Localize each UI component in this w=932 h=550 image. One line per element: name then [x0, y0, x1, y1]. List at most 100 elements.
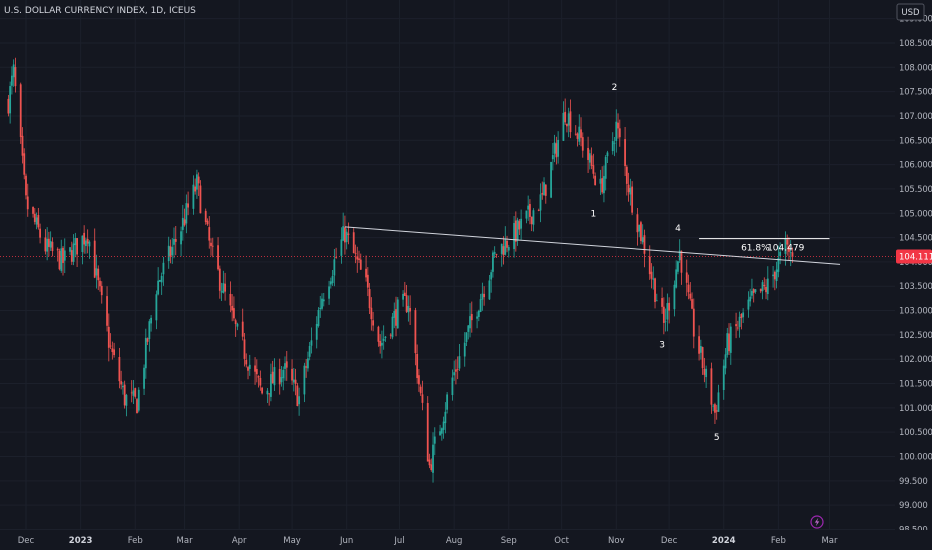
candle [527, 195, 530, 221]
time-axis[interactable]: Dec 2023 Feb Mar Apr May Jun Jul Aug Sep Oct Nov Dec… [0, 530, 932, 550]
wave-label: 3 [659, 341, 665, 351]
candle [581, 132, 584, 158]
candle [580, 117, 582, 147]
candle [537, 208, 540, 212]
candle [100, 281, 103, 304]
candle [95, 254, 98, 289]
candle [666, 293, 669, 332]
candle [23, 148, 26, 180]
candle [453, 360, 456, 381]
y-tick-label: 100.000 [899, 453, 932, 463]
candle [433, 427, 436, 456]
candle [446, 392, 449, 414]
candle [321, 293, 323, 311]
candle [618, 119, 621, 147]
candle [60, 239, 63, 273]
candle [294, 368, 297, 396]
x-tick-label: Dec [18, 536, 35, 546]
y-tick-label: 101.500 [899, 380, 932, 390]
candle [120, 370, 123, 390]
candle [173, 227, 175, 259]
wave-label: 2 [612, 83, 618, 93]
trendline[interactable] [344, 226, 841, 265]
candle [590, 147, 593, 170]
candle [298, 387, 301, 416]
candle [196, 169, 198, 199]
candle [541, 181, 544, 200]
candle [255, 359, 258, 383]
candle [344, 215, 346, 255]
candle [322, 293, 325, 307]
candle [370, 297, 373, 331]
candle [567, 107, 570, 138]
candle [638, 224, 641, 238]
candle [416, 344, 419, 384]
x-tick-label: Sep [501, 536, 517, 546]
candle [789, 240, 792, 267]
currency-button[interactable]: USD [896, 3, 925, 21]
candle [775, 261, 778, 289]
candle [7, 94, 10, 117]
candle [159, 279, 161, 282]
candle [405, 285, 408, 314]
candle [490, 269, 493, 293]
candle [11, 66, 13, 95]
x-tick-label: Mar [821, 536, 838, 546]
candle [516, 217, 519, 246]
candle [675, 260, 678, 289]
candle [257, 375, 260, 388]
candle [574, 125, 577, 136]
candle [137, 387, 140, 413]
candle [180, 226, 182, 257]
price-axis[interactable]: 98.50099.00099.500100.000100.500101.0001… [895, 0, 932, 550]
candle [162, 256, 165, 286]
candle [181, 204, 184, 241]
candle [477, 309, 480, 322]
candle [601, 166, 604, 195]
candle [451, 369, 454, 401]
candle [664, 308, 667, 332]
candle [532, 208, 535, 232]
candle [26, 183, 29, 217]
y-tick-label: 108.500 [899, 39, 932, 49]
lightning-icon[interactable] [810, 515, 824, 529]
candle [86, 229, 89, 254]
candle [615, 109, 618, 153]
candle [310, 327, 313, 354]
candle [241, 308, 244, 341]
candle [174, 225, 177, 256]
candle [652, 266, 655, 290]
candle [282, 366, 285, 391]
candle [285, 350, 288, 381]
candle [703, 357, 706, 383]
candle [439, 424, 441, 436]
candle [218, 265, 221, 299]
candle [25, 173, 27, 200]
wave-label: 1 [590, 209, 596, 219]
candle [356, 246, 359, 273]
candle [9, 81, 12, 124]
x-tick-label: Oct [554, 536, 569, 546]
candle [562, 101, 565, 142]
wave-label: 4 [675, 224, 681, 234]
candle [231, 294, 234, 322]
candle [83, 225, 86, 254]
x-tick-label: Mar [177, 536, 194, 546]
candle [514, 211, 517, 252]
candle [368, 283, 371, 315]
x-tick-label: Feb [771, 536, 786, 546]
candle [430, 458, 433, 472]
y-tick-label: 105.000 [899, 209, 932, 219]
candle [377, 325, 380, 347]
candle [51, 237, 54, 257]
candle [372, 311, 375, 332]
candle [643, 229, 646, 268]
candle [488, 274, 491, 300]
grid-lines [0, 0, 895, 530]
candle [194, 178, 197, 195]
x-tick-label: May [283, 536, 301, 546]
candle [167, 236, 170, 269]
candle [19, 82, 22, 144]
